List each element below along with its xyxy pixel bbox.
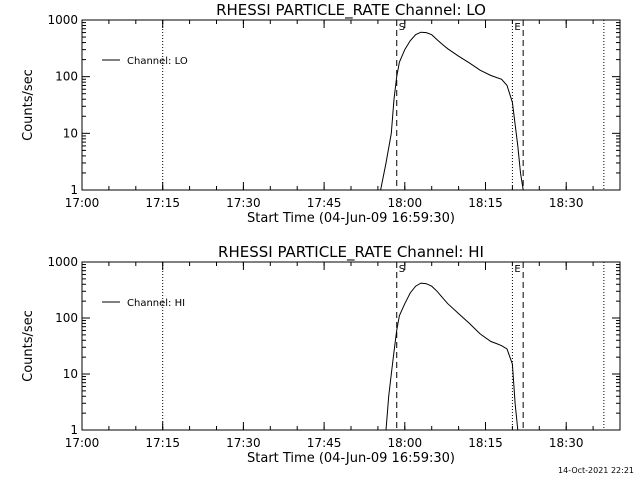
panel1-legend-label: Channel: LO <box>127 56 188 67</box>
panel1-marker-label: S <box>399 22 405 33</box>
panel2-y-tick-label: 1000 <box>47 255 78 269</box>
panel1-y-tick-label: 100 <box>55 70 78 84</box>
panel1-x-tick-label: 18:15 <box>468 196 503 210</box>
panel2-x-tick-label: 17:30 <box>226 436 261 450</box>
panel1-x-tick-label: 17:15 <box>145 196 180 210</box>
panel1-marker-label: E <box>514 22 520 33</box>
panel1-x-tick-label: 18:00 <box>388 196 423 210</box>
panel2-x-tick-label: 17:15 <box>145 436 180 450</box>
panel2-x-tick-label: 18:15 <box>468 436 503 450</box>
panel2-series-line <box>385 282 519 431</box>
panel1-chart-title: RHESSI PARTICLE_RATE Channel: LO <box>216 1 486 20</box>
panel1-x-axis-label: Start Time (04-Jun-09 16:59:30) <box>247 211 455 226</box>
panel2-y-tick-label: 1 <box>70 423 78 437</box>
panel2-x-tick-label: 17:45 <box>307 436 342 450</box>
panel2-y-tick-label: 100 <box>55 311 78 325</box>
panel1-x-tick-label: 18:30 <box>549 196 584 210</box>
panel1-y-axis-label: Counts/sec <box>21 69 36 141</box>
panel2-marker-label: S <box>399 264 405 275</box>
timestamp-footer: 14-Oct-2021 22:21 <box>558 466 634 475</box>
panel2-y-tick-label: 10 <box>63 367 78 381</box>
panel1-series-line <box>380 31 524 191</box>
panel2-x-tick-label: 17:00 <box>65 436 100 450</box>
panel2-x-tick-label: 18:30 <box>549 436 584 450</box>
panel1-y-tick-label: 1000 <box>47 13 78 27</box>
panel1-x-tick-label: 17:30 <box>226 196 261 210</box>
panel2-y-axis-label: Counts/sec <box>21 310 36 382</box>
panel2-x-tick-label: 18:00 <box>388 436 423 450</box>
panel1-x-tick-label: 17:00 <box>65 196 100 210</box>
panel2-marker-label: E <box>514 264 520 275</box>
panel2-chart-title: RHESSI PARTICLE_RATE Channel: HI <box>218 243 484 262</box>
panel1-x-tick-label: 17:45 <box>307 196 342 210</box>
panel1-y-tick-label: 1 <box>70 183 78 197</box>
panel1-y-tick-label: 10 <box>63 126 78 140</box>
panel2-x-axis-label: Start Time (04-Jun-09 16:59:30) <box>247 451 455 466</box>
panel2-legend-label: Channel: HI <box>127 298 185 309</box>
